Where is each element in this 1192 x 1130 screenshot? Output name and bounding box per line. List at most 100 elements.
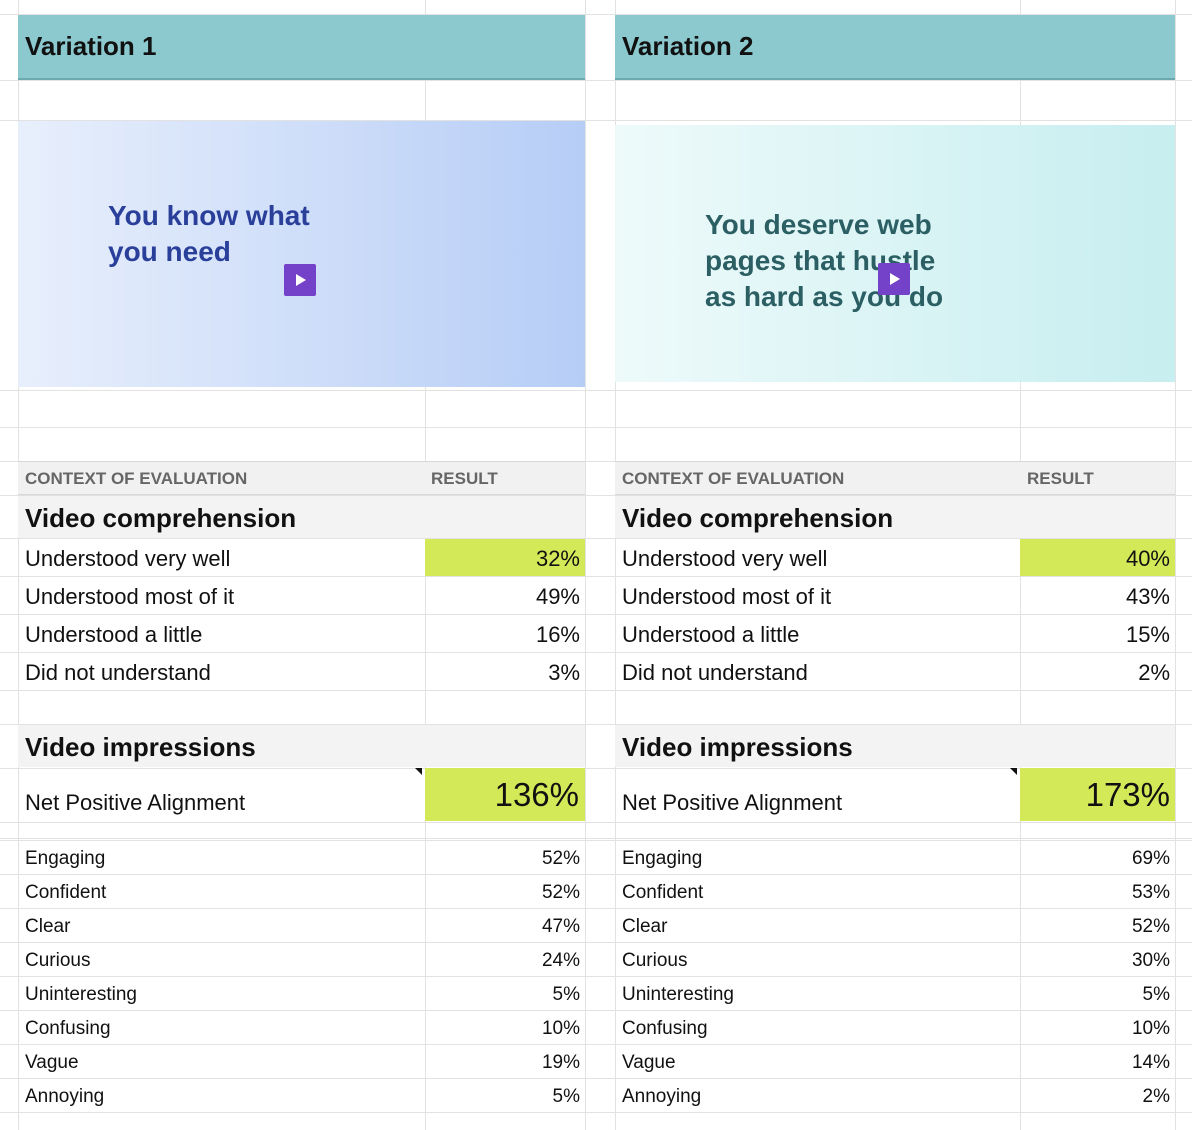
row-label[interactable]: Clear bbox=[622, 916, 668, 937]
result-cell[interactable]: 52% bbox=[425, 841, 585, 874]
grid-line bbox=[0, 1078, 1192, 1079]
result-cell[interactable]: 19% bbox=[425, 1045, 585, 1078]
video-thumbnail[interactable]: You know what you need bbox=[18, 121, 585, 387]
result-cell[interactable]: 5% bbox=[1020, 977, 1175, 1010]
result-cell[interactable]: 30% bbox=[1020, 943, 1175, 976]
variation-title[interactable]: Variation 1 bbox=[18, 15, 585, 80]
row-label[interactable]: Understood a little bbox=[622, 622, 800, 647]
row-label[interactable]: Uninteresting bbox=[622, 984, 734, 1005]
comprehension-section-title[interactable]: Video comprehension bbox=[18, 496, 585, 538]
result-value: 52% bbox=[541, 848, 580, 869]
result-cell[interactable]: 40% bbox=[1020, 539, 1175, 576]
net-positive-cell[interactable]: 136% bbox=[415, 768, 585, 821]
comprehension-row: Understood most of it 49% bbox=[18, 577, 585, 614]
row-label[interactable]: Vague bbox=[622, 1052, 676, 1073]
comment-marker-icon[interactable] bbox=[415, 768, 422, 775]
row-label[interactable]: Engaging bbox=[25, 848, 106, 869]
result-cell[interactable]: 3% bbox=[425, 653, 585, 690]
context-header-row: CONTEXT OF EVALUATION RESULT bbox=[615, 461, 1175, 495]
impression-row: Annoying 2% bbox=[615, 1079, 1175, 1112]
comprehension-row: Did not understand 2% bbox=[615, 653, 1175, 690]
result-cell[interactable]: 49% bbox=[425, 577, 585, 614]
row-label[interactable]: Understood a little bbox=[25, 622, 203, 647]
result-column-header[interactable]: RESULT bbox=[1027, 469, 1094, 488]
row-label[interactable]: Did not understand bbox=[622, 660, 808, 685]
result-cell[interactable]: 16% bbox=[425, 615, 585, 652]
row-label[interactable]: Understood very well bbox=[25, 546, 231, 571]
grid-line bbox=[585, 0, 586, 1130]
grid-line bbox=[0, 1112, 1192, 1113]
impression-row: Engaging 69% bbox=[615, 841, 1175, 874]
grid-line bbox=[0, 80, 1192, 81]
net-positive-row: Net Positive Alignment 136% bbox=[18, 768, 585, 821]
result-column-header[interactable]: RESULT bbox=[431, 469, 498, 488]
result-cell[interactable]: 24% bbox=[425, 943, 585, 976]
row-label[interactable]: Clear bbox=[25, 916, 71, 937]
result-cell[interactable]: 14% bbox=[1020, 1045, 1175, 1078]
grid-line bbox=[0, 690, 1192, 691]
row-label[interactable]: Vague bbox=[25, 1052, 79, 1073]
impression-row: Vague 14% bbox=[615, 1045, 1175, 1078]
comprehension-row: Understood very well 40% bbox=[615, 539, 1175, 576]
grid-line bbox=[0, 495, 1192, 496]
grid-line bbox=[0, 768, 1192, 769]
result-value: 43% bbox=[1125, 584, 1170, 609]
comprehension-row: Understood a little 16% bbox=[18, 615, 585, 652]
impression-row: Confident 52% bbox=[18, 875, 585, 908]
comment-marker-icon[interactable] bbox=[1010, 768, 1017, 775]
row-label[interactable]: Engaging bbox=[622, 848, 703, 869]
result-cell[interactable]: 43% bbox=[1020, 577, 1175, 614]
net-positive-value: 136% bbox=[494, 776, 579, 813]
context-column-header[interactable]: CONTEXT OF EVALUATION bbox=[25, 469, 248, 488]
grid-line bbox=[0, 427, 1192, 428]
impressions-section-title[interactable]: Video impressions bbox=[18, 725, 585, 767]
row-label[interactable]: Uninteresting bbox=[25, 984, 137, 1005]
result-cell[interactable]: 32% bbox=[425, 539, 585, 576]
result-value: 30% bbox=[1131, 950, 1170, 971]
row-label[interactable]: Understood most of it bbox=[25, 584, 235, 609]
row-label[interactable]: Annoying bbox=[25, 1086, 105, 1107]
result-value: 10% bbox=[541, 1018, 580, 1039]
net-positive-row: Net Positive Alignment 173% bbox=[615, 768, 1175, 821]
video-thumbnail[interactable]: You deserve web pages that hustle as har… bbox=[615, 125, 1175, 382]
play-icon[interactable] bbox=[878, 263, 910, 295]
row-label[interactable]: Confident bbox=[25, 882, 107, 903]
row-label[interactable]: Confusing bbox=[25, 1018, 111, 1039]
result-cell[interactable]: 15% bbox=[1020, 615, 1175, 652]
impression-row: Uninteresting 5% bbox=[18, 977, 585, 1010]
grid-line bbox=[0, 390, 1192, 391]
result-cell[interactable]: 47% bbox=[425, 909, 585, 942]
row-label[interactable]: Confident bbox=[622, 882, 704, 903]
play-icon[interactable] bbox=[284, 264, 316, 296]
result-cell[interactable]: 5% bbox=[425, 1079, 585, 1112]
result-value: 16% bbox=[535, 622, 580, 647]
result-cell[interactable]: 2% bbox=[1020, 1079, 1175, 1112]
row-label[interactable]: Understood most of it bbox=[622, 584, 832, 609]
result-cell[interactable]: 69% bbox=[1020, 841, 1175, 874]
result-value: 2% bbox=[1142, 1086, 1170, 1107]
row-label[interactable]: Understood very well bbox=[622, 546, 828, 571]
result-cell[interactable]: 5% bbox=[425, 977, 585, 1010]
net-positive-label[interactable]: Net Positive Alignment bbox=[25, 790, 246, 815]
result-cell[interactable]: 52% bbox=[425, 875, 585, 908]
row-label[interactable]: Confusing bbox=[622, 1018, 708, 1039]
result-cell[interactable]: 52% bbox=[1020, 909, 1175, 942]
result-value: 19% bbox=[541, 1052, 580, 1073]
variation-title[interactable]: Variation 2 bbox=[615, 15, 1175, 80]
result-value: 24% bbox=[541, 950, 580, 971]
grid-line bbox=[0, 538, 1192, 539]
net-positive-cell[interactable]: 173% bbox=[1010, 768, 1175, 821]
impression-row: Engaging 52% bbox=[18, 841, 585, 874]
result-cell[interactable]: 2% bbox=[1020, 653, 1175, 690]
row-label[interactable]: Curious bbox=[622, 950, 688, 971]
row-label[interactable]: Did not understand bbox=[25, 660, 211, 685]
impressions-section-title[interactable]: Video impressions bbox=[615, 725, 1175, 767]
row-label[interactable]: Annoying bbox=[622, 1086, 702, 1107]
row-label[interactable]: Curious bbox=[25, 950, 91, 971]
net-positive-label[interactable]: Net Positive Alignment bbox=[622, 790, 843, 815]
result-cell[interactable]: 10% bbox=[425, 1011, 585, 1044]
result-cell[interactable]: 10% bbox=[1020, 1011, 1175, 1044]
result-cell[interactable]: 53% bbox=[1020, 875, 1175, 908]
context-column-header[interactable]: CONTEXT OF EVALUATION bbox=[622, 469, 845, 488]
comprehension-section-title[interactable]: Video comprehension bbox=[615, 496, 1175, 538]
